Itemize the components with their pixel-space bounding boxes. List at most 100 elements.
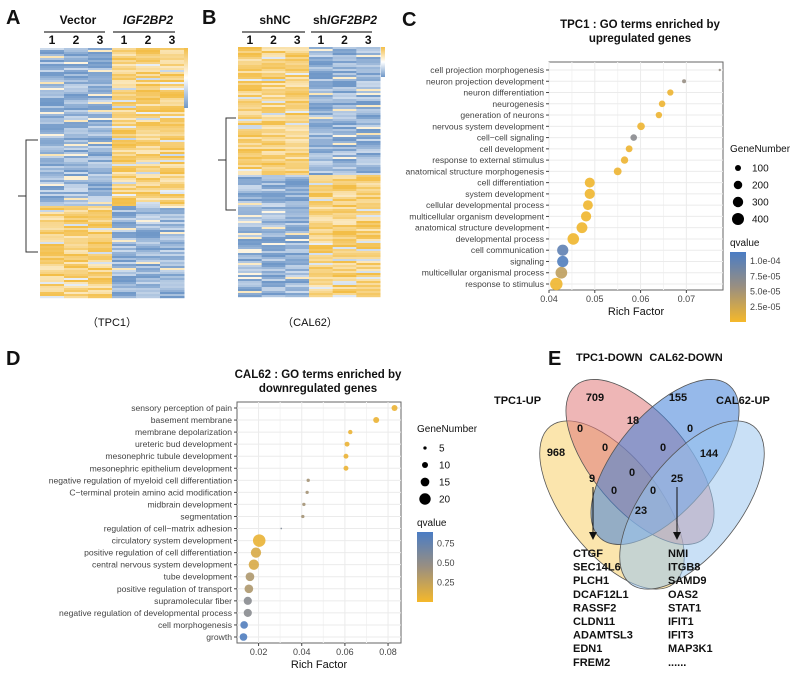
- heatmap-cell: [285, 171, 310, 174]
- heatmap-cell: [261, 237, 286, 240]
- gene-name: DCAF12L1: [573, 589, 629, 601]
- heatmap-cell: [160, 94, 185, 97]
- heatmap-cell: [112, 128, 137, 131]
- heatmap-cell: [285, 121, 310, 124]
- heatmap-cell: [309, 83, 334, 86]
- heatmap-cell: [88, 296, 113, 299]
- heatmap-cell: [40, 222, 65, 225]
- heatmap-cell: [285, 243, 310, 246]
- heatmap-cell: [285, 223, 310, 226]
- heatmap-cell: [40, 102, 65, 105]
- heatmap-cell: [136, 206, 161, 209]
- heatmap-cell: [309, 269, 334, 272]
- heatmap-cell: [160, 294, 185, 297]
- data-point: [343, 465, 349, 471]
- heatmap-cell: [285, 149, 310, 152]
- venn-region-count: 0: [650, 485, 656, 497]
- heatmap-cell: [160, 86, 185, 89]
- heatmap-cell: [88, 190, 113, 193]
- heatmap-cell: [238, 49, 263, 52]
- heatmap-cell: [40, 114, 65, 117]
- heatmap-cell: [160, 190, 185, 193]
- group-label-shnc: shNC: [259, 13, 291, 27]
- heatmap-cell: [356, 161, 381, 164]
- heatmap-cell: [238, 245, 263, 248]
- heatmap-cell: [88, 272, 113, 275]
- data-point: [630, 134, 637, 141]
- heatmap-cell: [88, 226, 113, 229]
- heatmap-cell: [285, 235, 310, 238]
- heatmap-cell: [332, 199, 357, 202]
- heatmap-cell: [160, 134, 185, 137]
- heatmap-cell: [332, 163, 357, 166]
- heatmap-cell: [356, 59, 381, 62]
- heatmap-cell: [40, 270, 65, 273]
- heatmap-cell: [356, 261, 381, 264]
- heatmap-cell: [64, 226, 89, 229]
- heatmap-cell: [356, 101, 381, 104]
- data-point: [348, 429, 353, 435]
- heatmap-cell: [136, 234, 161, 237]
- color-legend-label: 0.50: [437, 558, 455, 568]
- heatmap-cell: [356, 195, 381, 198]
- heatmap-cell: [261, 183, 286, 186]
- heatmap-cell: [309, 75, 334, 78]
- heatmap-cell: [112, 242, 137, 245]
- heatmap-cell: [238, 237, 263, 240]
- heatmap-cell: [332, 129, 357, 132]
- heatmap-cell: [261, 71, 286, 74]
- heatmap-cell: [356, 91, 381, 94]
- heatmap-cell: [285, 175, 310, 178]
- heatmap-cell: [309, 231, 334, 234]
- heatmap-cell: [238, 177, 263, 180]
- heatmap-cell: [285, 213, 310, 216]
- data-point: [584, 188, 595, 200]
- heatmap-cell: [309, 65, 334, 68]
- heatmap-cell: [261, 49, 286, 52]
- heatmap-cell: [309, 127, 334, 130]
- heatmap-cell: [238, 221, 263, 224]
- heatmap-cell: [238, 103, 263, 106]
- heatmap-cell: [160, 196, 185, 199]
- heatmap-cell: [356, 183, 381, 186]
- heatmap-cell: [160, 72, 185, 75]
- heatmap-cell: [88, 206, 113, 209]
- heatmap-cell: [261, 51, 286, 54]
- heatmap-cell: [40, 76, 65, 79]
- heatmap-cell: [261, 257, 286, 260]
- heatmap-cell: [261, 263, 286, 266]
- heatmap-cell: [238, 267, 263, 270]
- group-label-igf2bp2: IGF2BP2: [123, 13, 173, 27]
- heatmap-cell: [112, 140, 137, 143]
- heatmap-cell: [332, 101, 357, 104]
- heatmap-cell: [309, 201, 334, 204]
- heatmap-cell: [238, 131, 263, 134]
- heatmap-cell: [285, 265, 310, 268]
- heatmap-cell: [332, 83, 357, 86]
- go-term-label: neuron projection development: [426, 76, 545, 86]
- heatmap-cell: [64, 152, 89, 155]
- heatmap-cell: [261, 67, 286, 70]
- heatmap-cell: [160, 212, 185, 215]
- heatmap-cell: [332, 191, 357, 194]
- heatmap-cell: [332, 233, 357, 236]
- heatmap-cell: [356, 99, 381, 102]
- heatmap-cell: [88, 176, 113, 179]
- heatmap-cell: [332, 61, 357, 64]
- heatmap-cell: [112, 204, 137, 207]
- heatmap-cell: [332, 171, 357, 174]
- heatmap-cell: [112, 160, 137, 163]
- heatmap-cell: [285, 267, 310, 270]
- heatmap-cell: [136, 88, 161, 91]
- heatmap-cell: [136, 118, 161, 121]
- heatmap-cell: [261, 169, 286, 172]
- heatmap-cell: [261, 219, 286, 222]
- heatmap-cell: [88, 246, 113, 249]
- heatmap-cell: [160, 276, 185, 279]
- heatmap-cell: [332, 289, 357, 292]
- heatmap-cell: [112, 94, 137, 97]
- heatmap-cell: [160, 106, 185, 109]
- heatmap-cell: [112, 54, 137, 57]
- heatmap-cell: [261, 119, 286, 122]
- heatmap-cell: [88, 204, 113, 207]
